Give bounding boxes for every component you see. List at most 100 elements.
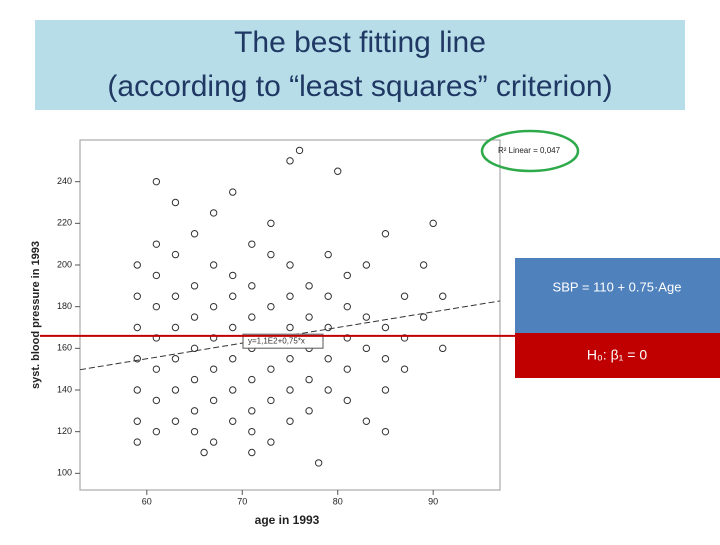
- point: [229, 323, 237, 332]
- point: [190, 407, 199, 415]
- y-tick-label: 240: [57, 176, 72, 186]
- equation-box: [515, 258, 720, 333]
- y-tick-label: 140: [57, 384, 72, 394]
- equation: SBP = 110 + 0.75·Age: [553, 279, 682, 294]
- point: [305, 407, 313, 415]
- point: [314, 459, 323, 467]
- highlight-ellipse: [480, 129, 580, 173]
- point: [209, 302, 218, 311]
- point: [343, 365, 351, 373]
- title-box: [35, 20, 685, 110]
- point: [286, 292, 294, 300]
- point: [133, 386, 141, 394]
- point: [295, 146, 304, 155]
- y-tick-label: 100: [57, 468, 72, 478]
- point: [439, 344, 447, 353]
- point: [133, 261, 141, 269]
- point: [171, 292, 180, 300]
- point: [267, 302, 275, 311]
- point: [267, 365, 275, 373]
- point: [267, 219, 275, 228]
- point: [343, 396, 351, 405]
- point: [190, 427, 199, 436]
- point: [400, 334, 409, 342]
- point: [190, 344, 199, 353]
- x-tick-label: 90: [428, 496, 438, 506]
- point: [286, 386, 294, 394]
- point: [419, 261, 428, 269]
- point: [171, 386, 180, 394]
- title-line: (according to “least squares” criterion): [107, 70, 612, 103]
- point: [209, 261, 218, 269]
- point: [209, 365, 218, 373]
- x-tick-label: 80: [333, 496, 343, 506]
- point: [209, 438, 218, 446]
- fit-label: y=1,1E2+0,75*x: [248, 336, 305, 345]
- point: [248, 375, 256, 384]
- point: [171, 355, 180, 363]
- point: [152, 396, 161, 405]
- marks: 100 120 140 160 180 200 220 240 60 70 80 90 y=1,1E2+…: [40, 146, 515, 506]
- point: [334, 167, 342, 175]
- point: [248, 448, 256, 457]
- point: [190, 230, 199, 238]
- point: [381, 427, 390, 436]
- point: [305, 375, 313, 384]
- point: [324, 355, 332, 363]
- y-tick-label: 160: [57, 343, 72, 353]
- point: [362, 417, 371, 425]
- point: [286, 323, 294, 332]
- point: [267, 438, 275, 446]
- point: [152, 271, 161, 280]
- point: [381, 355, 390, 363]
- title-line: The best fitting line: [234, 26, 486, 59]
- point: [362, 313, 371, 321]
- point: [248, 427, 256, 436]
- point: [190, 313, 199, 321]
- point: [171, 417, 180, 425]
- point: [229, 355, 237, 363]
- point: [439, 292, 447, 300]
- point: [362, 261, 371, 269]
- y-tick-label: 120: [57, 426, 72, 436]
- point: [190, 282, 199, 290]
- point: [209, 334, 218, 342]
- point: [229, 386, 237, 394]
- hypothesis-box: [515, 333, 720, 378]
- x-axis-label: age in 1993: [255, 513, 320, 527]
- point: [343, 271, 351, 280]
- point: [229, 271, 237, 280]
- point: [133, 438, 141, 446]
- point: [209, 209, 218, 217]
- point: [286, 261, 294, 269]
- point: [286, 355, 294, 363]
- point: [171, 198, 180, 207]
- fit-label-box: [242, 333, 324, 349]
- hypothesis: H₀: β₁ = 0: [587, 347, 647, 363]
- point: [286, 417, 294, 425]
- point: [133, 323, 141, 332]
- point: [209, 396, 218, 405]
- point: [324, 386, 332, 394]
- point: [229, 417, 237, 425]
- point: [248, 313, 256, 321]
- y-tick-label: 200: [57, 259, 72, 269]
- point: [152, 427, 161, 436]
- point: [362, 344, 371, 353]
- point: [248, 240, 256, 248]
- plot-frame: [79, 139, 501, 491]
- point: [152, 302, 161, 311]
- point: [429, 219, 437, 228]
- point: [400, 365, 409, 373]
- point: [381, 230, 390, 238]
- y-tick-label: 220: [57, 218, 72, 228]
- point: [419, 313, 428, 321]
- point: [286, 157, 294, 165]
- point: [190, 375, 199, 384]
- point: [381, 323, 390, 332]
- x-tick-label: 60: [142, 496, 152, 506]
- point: [248, 407, 256, 415]
- point: [152, 334, 161, 342]
- point: [305, 282, 313, 290]
